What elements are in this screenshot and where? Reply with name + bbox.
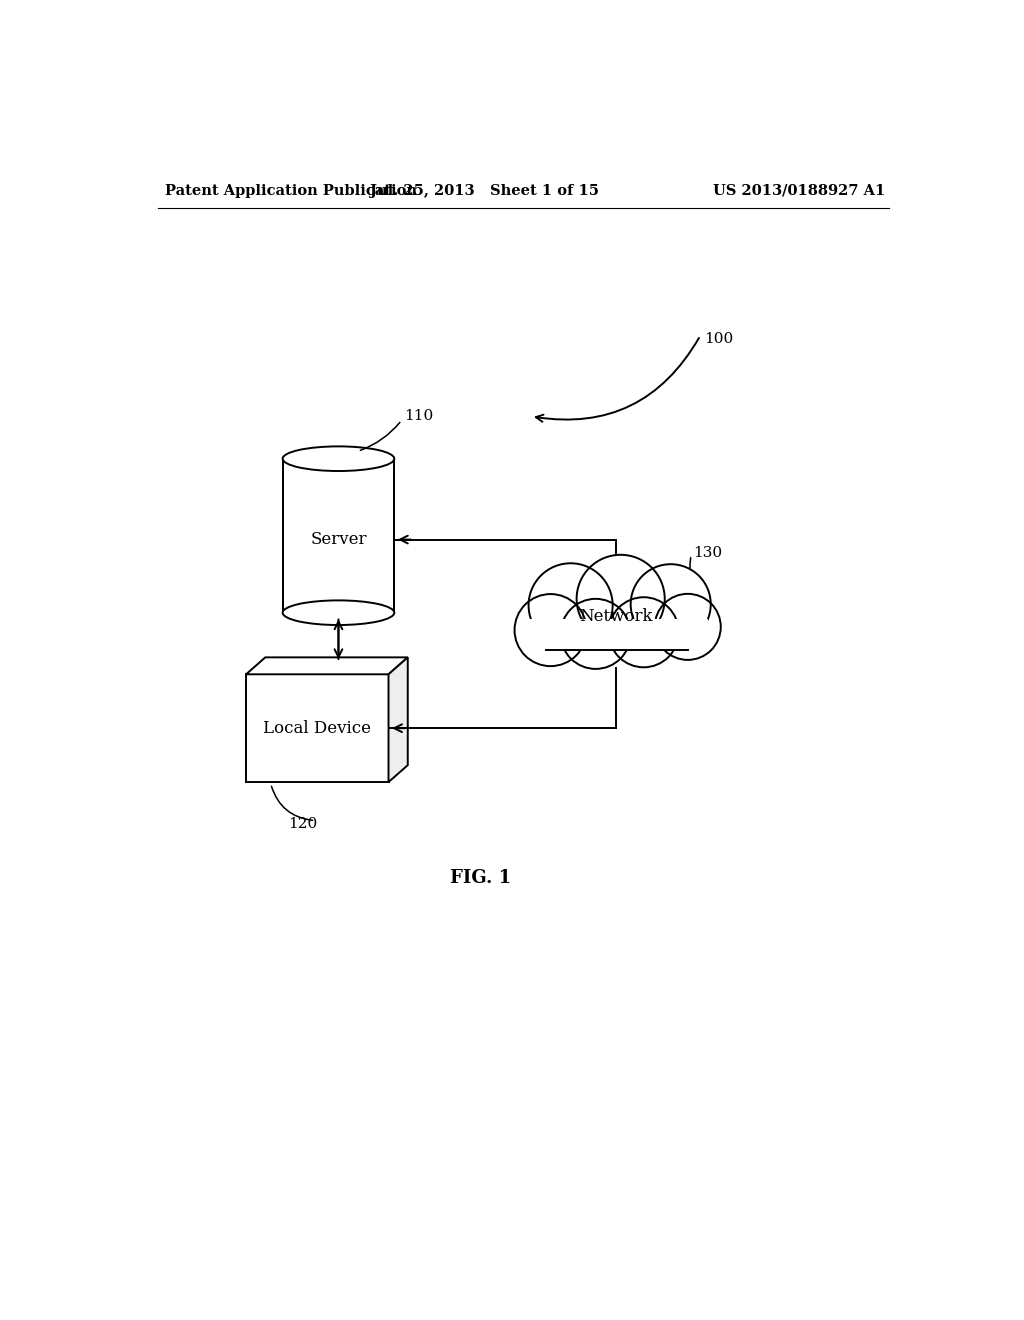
Bar [283, 459, 394, 612]
Text: 130: 130 [692, 545, 722, 560]
Circle shape [654, 594, 721, 660]
Polygon shape [388, 657, 408, 781]
Text: 100: 100 [705, 333, 733, 346]
Text: US 2013/0188927 A1: US 2013/0188927 A1 [713, 183, 885, 198]
Text: Server: Server [310, 531, 367, 548]
Circle shape [514, 594, 587, 667]
Text: Local Device: Local Device [263, 719, 372, 737]
Text: FIG. 1: FIG. 1 [451, 870, 511, 887]
Polygon shape [246, 657, 408, 675]
Circle shape [528, 564, 612, 647]
Ellipse shape [283, 601, 394, 626]
Text: Network: Network [579, 609, 652, 626]
Text: 120: 120 [289, 817, 317, 832]
Circle shape [577, 554, 665, 643]
Text: Jul. 25, 2013   Sheet 1 of 15: Jul. 25, 2013 Sheet 1 of 15 [371, 183, 599, 198]
Bar [523, 619, 708, 649]
Text: 110: 110 [403, 409, 433, 424]
Ellipse shape [283, 446, 394, 471]
Circle shape [560, 599, 631, 669]
Text: Patent Application Publication: Patent Application Publication [165, 183, 417, 198]
Circle shape [631, 564, 711, 644]
Bar [246, 675, 388, 781]
Circle shape [608, 597, 679, 668]
